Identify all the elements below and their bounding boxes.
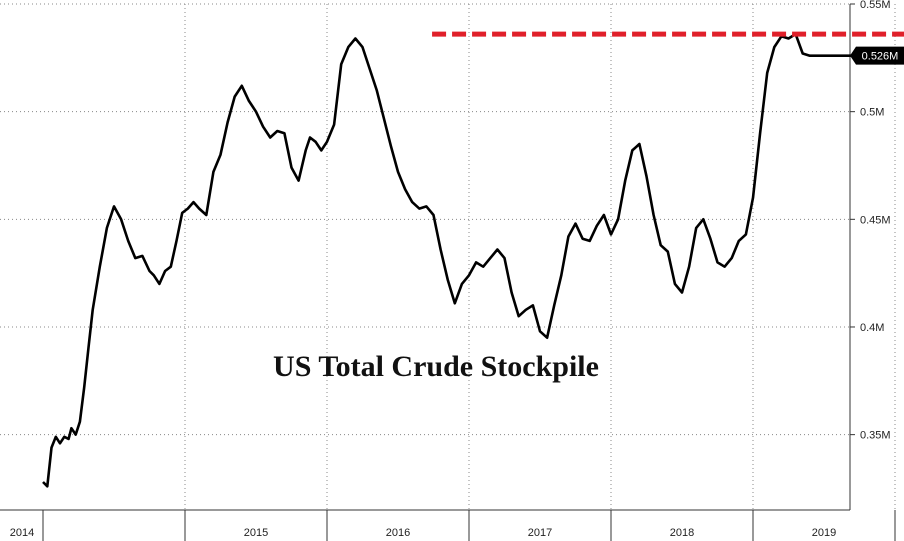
annotation-layer: 0.526M [432, 31, 904, 65]
y-tick-label: 0.4M [860, 322, 884, 334]
x-tick-label: 2016 [386, 527, 410, 539]
last-value-label: 0.526M [862, 51, 899, 63]
x-tick-label: 2015 [244, 527, 268, 539]
chart-title: US Total Crude Stockpile [273, 350, 599, 383]
series-layer [42, 32, 904, 488]
x-tick-label: 2018 [670, 527, 694, 539]
grid-layer [0, 3, 896, 510]
series-line [42, 32, 904, 488]
x-tick-label: 2014 [10, 527, 34, 539]
last-value-badge [850, 46, 904, 65]
x-tick-label: 2019 [812, 527, 836, 539]
y-tick-label: 0.5M [860, 107, 884, 119]
x-tick-label: 2017 [528, 527, 552, 539]
y-tick-label: 0.35M [860, 430, 891, 442]
y-tick-label: 0.55M [860, 0, 891, 11]
y-tick-label: 0.45M [860, 214, 891, 226]
